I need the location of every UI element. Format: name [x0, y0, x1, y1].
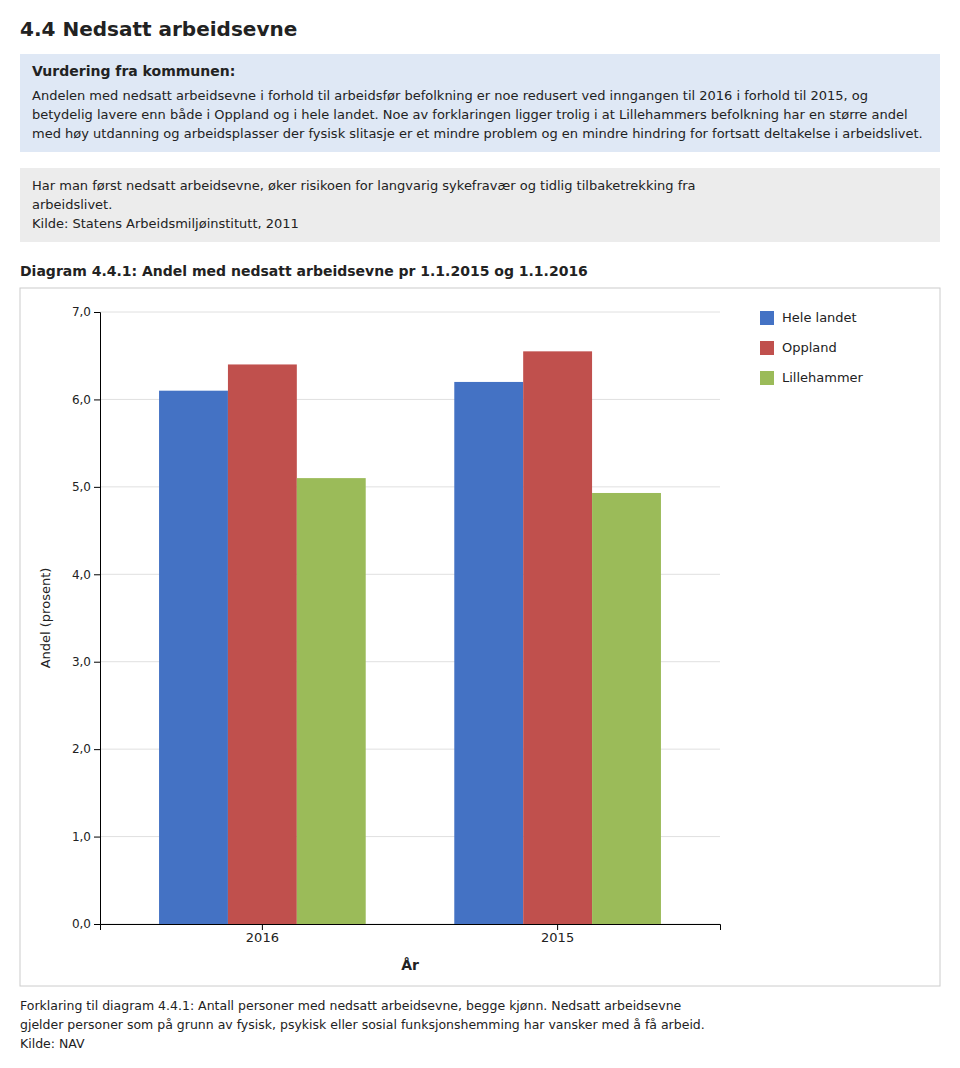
y-tick: 0,0 — [72, 917, 100, 931]
bar — [159, 391, 228, 924]
text-line: Andelen med nedsatt arbeidsevne i forhol… — [32, 88, 868, 103]
x-tick: 2016 — [246, 924, 279, 945]
x-axis: 2016 2015 — [101, 924, 721, 945]
bar — [523, 351, 592, 924]
info-box: Har man først nedsatt arbeidsevne, øker … — [20, 168, 940, 242]
grid — [100, 312, 720, 924]
bar-series — [159, 382, 523, 924]
text-line: betydelig lavere enn både i Oppland og i… — [32, 107, 908, 122]
x-tick-mark — [262, 924, 263, 930]
info-box: Vurdering fra kommunen: Andelen med nedsa… — [20, 54, 940, 152]
y-tick: 7,0 — [72, 305, 100, 319]
bar — [228, 364, 297, 924]
legend-swatch — [760, 341, 774, 355]
legend-item: Oppland — [760, 340, 837, 355]
bar-series — [228, 351, 592, 924]
y-tick: 2,0 — [72, 742, 100, 756]
y-tick-label: 4,0 — [72, 568, 91, 582]
y-tick-mark — [94, 487, 100, 488]
y-tick: 4,0 — [72, 568, 100, 582]
y-tick-label: 7,0 — [72, 305, 91, 319]
footer-line: Forklaring til diagram 4.4.1: Antall per… — [20, 998, 682, 1013]
grid-line — [100, 312, 720, 313]
y-tick-label: 5,0 — [72, 480, 91, 494]
x-axis-title: År — [401, 957, 419, 973]
legend-swatch — [760, 311, 774, 325]
page-title: 4.4 Nedsatt arbeidsevne — [20, 17, 297, 41]
y-tick-mark — [94, 749, 100, 750]
y-tick-label: 2,0 — [72, 742, 91, 756]
legend-label: Oppland — [782, 340, 837, 355]
y-tick-mark — [94, 312, 100, 313]
chart-frame — [20, 288, 940, 986]
bar — [454, 382, 523, 924]
x-tick-mark — [557, 924, 558, 930]
y-axis: 0,0 1,0 2,0 3,0 4,0 5,0 6,0 7,0 — [72, 305, 101, 931]
y-tick-mark — [94, 399, 100, 400]
y-tick: 6,0 — [72, 393, 100, 407]
info-box-background — [20, 168, 940, 242]
bar-series — [297, 478, 661, 924]
x-tick-label: 2016 — [246, 930, 279, 945]
text-line: med høy utdanning og arbeidsplasser der … — [32, 126, 923, 141]
y-tick: 1,0 — [72, 830, 100, 844]
legend-label: Hele landet — [782, 310, 857, 325]
legend-label: Lillehammer — [782, 370, 864, 385]
info-box-text: Andelen med nedsatt arbeidsevne i forhol… — [32, 88, 923, 141]
y-tick: 3,0 — [72, 655, 100, 669]
legend: Hele landet Oppland Lillehammer — [760, 310, 864, 385]
y-tick-mark — [94, 924, 100, 925]
footer-line: gjelder personer som på grunn av fysisk,… — [20, 1017, 705, 1032]
info-box-line: Har man først nedsatt arbeidsevne, øker … — [32, 178, 696, 193]
y-tick-label: 0,0 — [72, 917, 91, 931]
x-axis-line — [101, 925, 721, 931]
x-tick-label: 2015 — [541, 930, 574, 945]
y-tick-label: 1,0 — [72, 830, 91, 844]
y-axis-line — [94, 313, 101, 925]
x-tick: 2015 — [541, 924, 574, 945]
legend-item: Hele landet — [760, 310, 857, 325]
info-box-line: Kilde: Statens Arbeidsmiljøinstitutt, 20… — [32, 216, 299, 231]
bars — [159, 351, 661, 924]
footer-line: Kilde: NAV — [20, 1036, 85, 1051]
chart-title: Diagram 4.4.1: Andel med nedsatt arbeids… — [20, 263, 588, 279]
legend-swatch — [760, 371, 774, 385]
y-tick: 5,0 — [72, 480, 100, 494]
y-tick-label: 6,0 — [72, 393, 91, 407]
y-tick-mark — [94, 837, 100, 838]
info-box-title: Vurdering fra kommunen: — [32, 63, 235, 79]
y-tick-mark — [94, 574, 100, 575]
page: 4.4 Nedsatt arbeidsevne Vurdering fra kom… — [0, 0, 960, 1068]
info-box-line: arbeidslivet. — [32, 197, 112, 212]
y-tick-mark — [94, 662, 100, 663]
y-axis-title: Andel (prosent) — [38, 568, 53, 669]
legend-item: Lillehammer — [760, 370, 864, 385]
y-tick-label: 3,0 — [72, 655, 91, 669]
bar — [297, 478, 366, 924]
info-box-background — [20, 54, 940, 152]
bar — [592, 493, 661, 924]
